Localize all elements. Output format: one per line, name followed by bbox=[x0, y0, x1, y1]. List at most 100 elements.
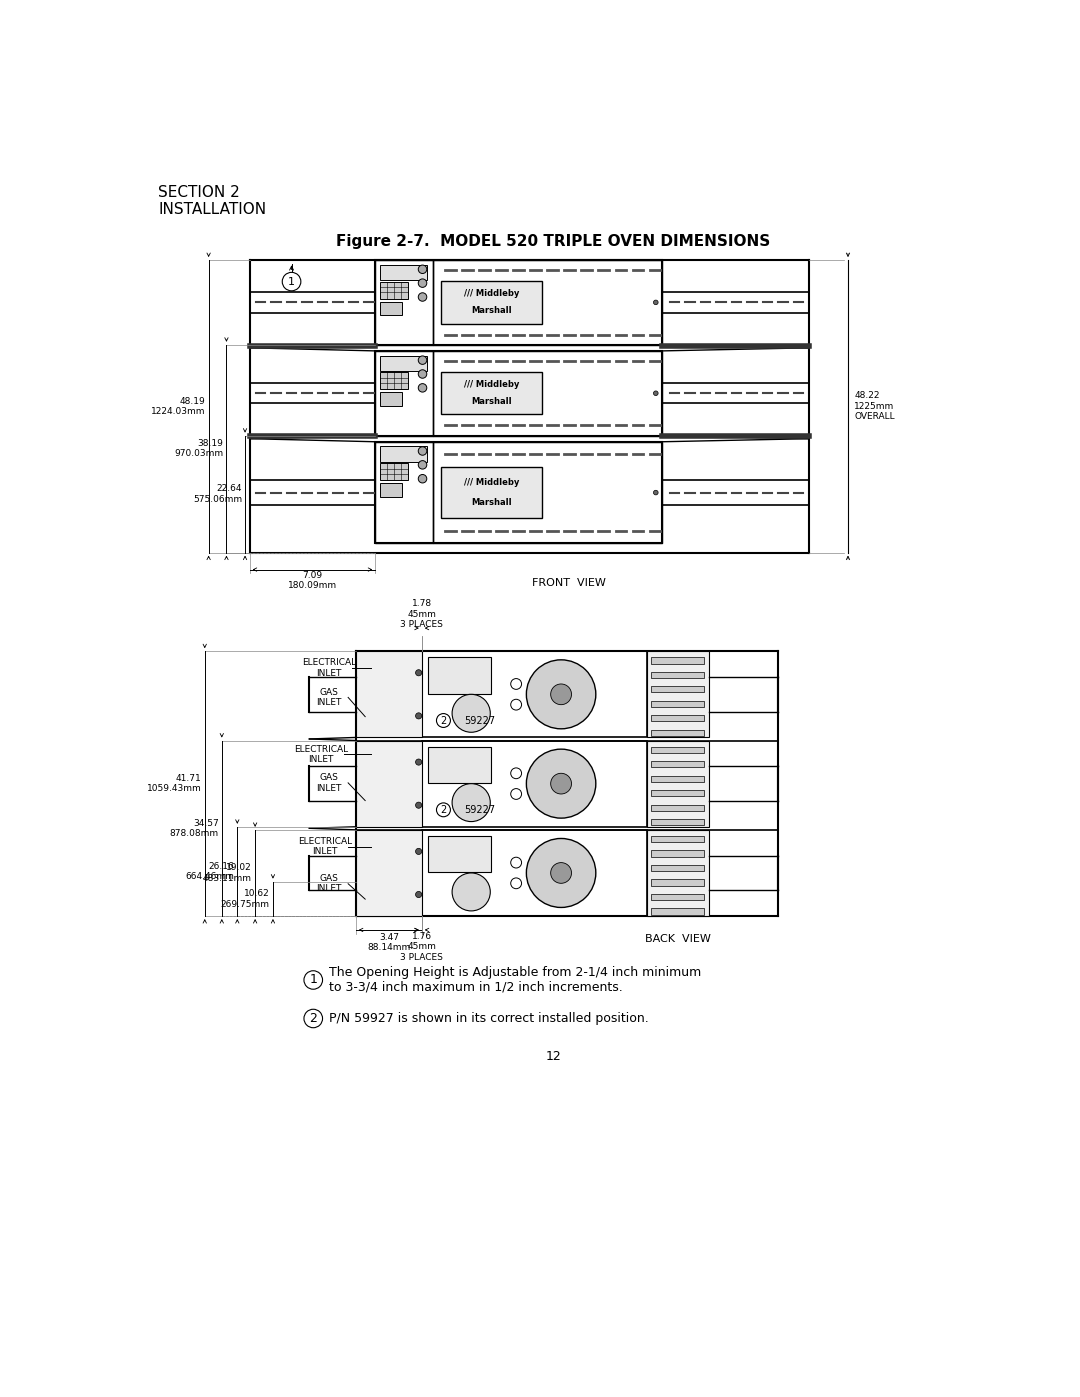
Circle shape bbox=[416, 712, 422, 719]
Bar bbox=[651, 791, 704, 796]
Bar bbox=[380, 302, 402, 316]
Bar bbox=[433, 351, 662, 436]
Text: SECTION 2
INSTALLATION: SECTION 2 INSTALLATION bbox=[159, 184, 267, 217]
Text: GAS
INLET: GAS INLET bbox=[316, 773, 341, 792]
Circle shape bbox=[526, 659, 596, 729]
Text: /// Middleby: /// Middleby bbox=[463, 289, 519, 299]
Circle shape bbox=[453, 784, 490, 821]
Text: 7.09
180.09mm: 7.09 180.09mm bbox=[288, 570, 337, 590]
Bar bbox=[375, 260, 433, 345]
Bar bbox=[428, 835, 491, 872]
Text: 38.19
970.03mm: 38.19 970.03mm bbox=[174, 439, 224, 458]
Bar bbox=[375, 441, 662, 543]
Bar bbox=[651, 894, 704, 900]
Text: 59227: 59227 bbox=[464, 715, 496, 725]
Circle shape bbox=[418, 356, 427, 365]
Circle shape bbox=[416, 669, 422, 676]
Circle shape bbox=[653, 300, 658, 305]
Text: ELECTRICAL
INLET: ELECTRICAL INLET bbox=[301, 658, 355, 678]
Bar bbox=[356, 740, 422, 827]
Bar bbox=[380, 483, 402, 497]
Bar bbox=[651, 701, 704, 707]
Circle shape bbox=[418, 447, 427, 455]
Text: /// Middleby: /// Middleby bbox=[463, 380, 519, 390]
Text: GAS
INLET: GAS INLET bbox=[316, 687, 341, 707]
Text: /// Middleby: /// Middleby bbox=[463, 478, 519, 488]
Bar bbox=[356, 651, 422, 738]
Circle shape bbox=[653, 490, 658, 495]
Text: 1: 1 bbox=[309, 974, 318, 986]
Circle shape bbox=[418, 461, 427, 469]
Bar bbox=[380, 264, 428, 279]
Bar bbox=[651, 880, 704, 886]
Bar bbox=[375, 351, 433, 436]
Text: ELECTRICAL
INLET: ELECTRICAL INLET bbox=[298, 837, 352, 856]
Bar bbox=[651, 908, 704, 915]
Bar bbox=[651, 658, 704, 664]
Text: 1.76
45mm
3 PLACES: 1.76 45mm 3 PLACES bbox=[401, 932, 443, 961]
Bar bbox=[651, 775, 704, 782]
Text: Figure 2-7.  MODEL 520 TRIPLE OVEN DIMENSIONS: Figure 2-7. MODEL 520 TRIPLE OVEN DIMENS… bbox=[336, 235, 771, 249]
Bar bbox=[651, 865, 704, 872]
Bar bbox=[375, 351, 662, 436]
Bar bbox=[651, 835, 704, 842]
Bar bbox=[441, 467, 542, 518]
Circle shape bbox=[416, 848, 422, 855]
Text: FRONT  VIEW: FRONT VIEW bbox=[532, 578, 606, 588]
Text: 3.47
88.14mm: 3.47 88.14mm bbox=[367, 933, 410, 951]
Text: Marshall: Marshall bbox=[471, 306, 512, 316]
Bar bbox=[380, 282, 408, 299]
Bar bbox=[380, 355, 428, 372]
Circle shape bbox=[453, 873, 490, 911]
Bar bbox=[651, 819, 704, 826]
Bar bbox=[647, 740, 708, 827]
Text: GAS
INLET: GAS INLET bbox=[316, 875, 341, 894]
Circle shape bbox=[551, 685, 571, 704]
Text: 1.78
45mm
3 PLACES: 1.78 45mm 3 PLACES bbox=[401, 599, 443, 629]
Text: 2: 2 bbox=[441, 715, 446, 725]
Bar bbox=[647, 651, 708, 738]
Bar bbox=[433, 441, 662, 543]
Text: P/N 59927 is shown in its correct installed position.: P/N 59927 is shown in its correct instal… bbox=[328, 1011, 648, 1025]
Text: 59227: 59227 bbox=[464, 805, 496, 814]
Circle shape bbox=[653, 391, 658, 395]
Text: 12: 12 bbox=[545, 1051, 562, 1063]
Text: 48.22
1225mm
OVERALL: 48.22 1225mm OVERALL bbox=[854, 391, 895, 422]
Bar bbox=[651, 851, 704, 856]
Text: 10.62
269.75mm: 10.62 269.75mm bbox=[220, 888, 270, 908]
Bar bbox=[651, 805, 704, 810]
Circle shape bbox=[418, 279, 427, 288]
Bar bbox=[651, 746, 704, 753]
Text: 2: 2 bbox=[441, 805, 446, 814]
Circle shape bbox=[551, 862, 571, 883]
Circle shape bbox=[416, 759, 422, 766]
Text: 1: 1 bbox=[288, 277, 295, 286]
Text: BACK  VIEW: BACK VIEW bbox=[645, 935, 711, 944]
Circle shape bbox=[416, 891, 422, 898]
Bar bbox=[651, 686, 704, 693]
Circle shape bbox=[551, 774, 571, 793]
Circle shape bbox=[418, 384, 427, 393]
Bar bbox=[428, 658, 491, 693]
Bar bbox=[380, 447, 428, 462]
Circle shape bbox=[418, 265, 427, 274]
Bar bbox=[441, 281, 542, 324]
Bar bbox=[356, 830, 422, 916]
Bar bbox=[651, 715, 704, 721]
Text: 26.16
664.46mm: 26.16 664.46mm bbox=[186, 862, 234, 882]
Bar bbox=[651, 672, 704, 678]
Text: Marshall: Marshall bbox=[471, 397, 512, 407]
Bar bbox=[433, 260, 662, 345]
Circle shape bbox=[526, 838, 596, 908]
Text: Marshall: Marshall bbox=[471, 499, 512, 507]
Circle shape bbox=[418, 370, 427, 379]
Circle shape bbox=[418, 475, 427, 483]
Text: ELECTRICAL
INLET: ELECTRICAL INLET bbox=[294, 745, 348, 764]
Bar bbox=[441, 372, 542, 415]
Circle shape bbox=[416, 802, 422, 809]
Bar bbox=[647, 830, 708, 916]
Text: 19.02
483.11mm: 19.02 483.11mm bbox=[203, 863, 252, 883]
Bar bbox=[375, 260, 662, 345]
Text: 2: 2 bbox=[309, 1011, 318, 1025]
Text: 34.57
878.08mm: 34.57 878.08mm bbox=[170, 819, 218, 838]
